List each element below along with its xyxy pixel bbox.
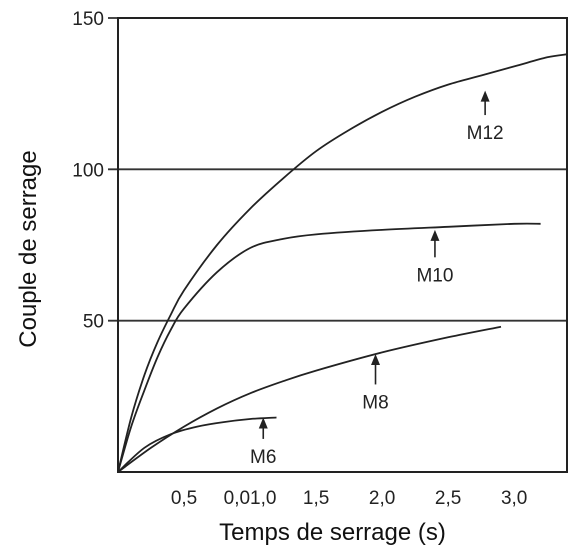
arrowhead-m12 <box>480 90 490 102</box>
curve-m8 <box>117 325 502 473</box>
x-tick-labels: 0,5 0,01,0 1,5 2,0 2,5 3,0 <box>171 488 528 509</box>
curve-m12 <box>117 53 568 473</box>
arrowhead-m6 <box>258 417 268 429</box>
curve-annotations: M12 M10 M8 M6 <box>250 90 504 468</box>
y-tick-label: 150 <box>72 9 104 30</box>
x-tick-label: 0,5 <box>171 488 197 509</box>
x-tick-label: 1,5 <box>303 488 329 509</box>
arrowhead-m8 <box>371 353 381 365</box>
x-tick-label: 3,0 <box>501 488 527 509</box>
arrowhead-m10 <box>430 229 440 241</box>
curves <box>117 53 568 473</box>
x-tick-label: 2,5 <box>435 488 461 509</box>
curve-label-m10: M10 <box>416 265 453 286</box>
x-tick-label: 0,01,0 <box>224 488 277 509</box>
curve-label-m6: M6 <box>250 447 276 468</box>
x-tick-label: 2,0 <box>369 488 395 509</box>
curve-m6 <box>117 416 277 473</box>
curve-label-m12: M12 <box>467 123 504 144</box>
curve-label-m8: M8 <box>362 392 388 413</box>
curve-m10 <box>117 222 541 473</box>
x-axis-title: Temps de serrage (s) <box>219 519 446 546</box>
y-tick-label: 100 <box>72 160 104 181</box>
y-axis-title: Couple de serrage <box>15 150 42 347</box>
y-tick-labels: 50 100 150 <box>72 9 104 333</box>
plot-frame <box>117 17 568 473</box>
y-tick-label: 50 <box>83 312 104 333</box>
grid-lines <box>108 17 567 322</box>
